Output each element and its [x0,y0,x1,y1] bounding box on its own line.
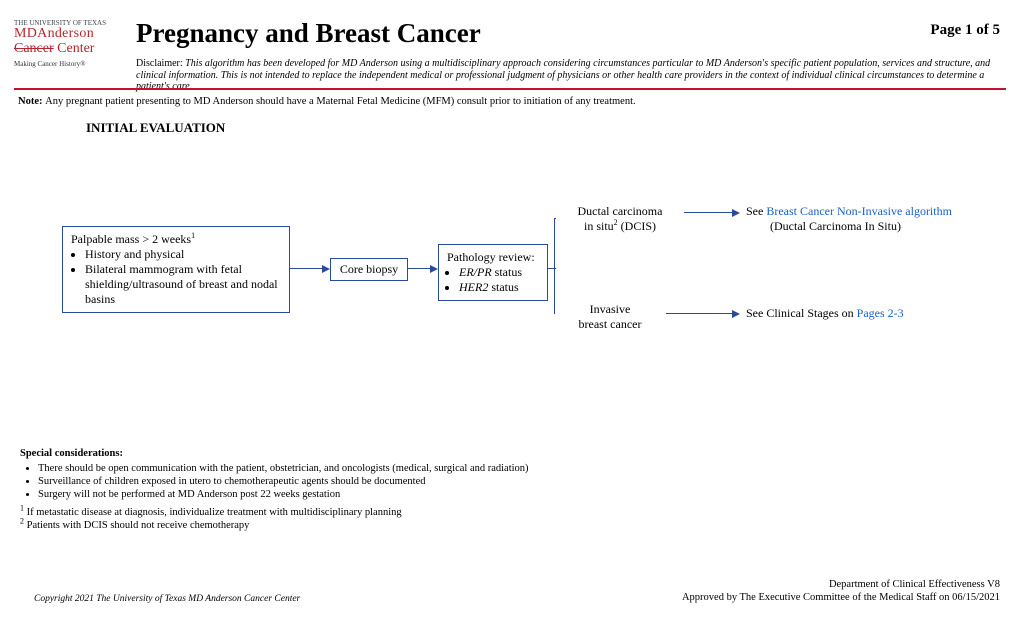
special-list: There should be open communication with … [20,462,529,501]
section-heading: INITIAL EVALUATION [86,120,225,136]
list-item: Surgery will not be performed at MD Ande… [38,488,529,501]
node-pathology-items: ER/PR status HER2 status [447,265,539,295]
note-label: Note: [18,96,45,107]
copyright: Copyright 2021 The University of Texas M… [34,594,300,604]
logo-tagline: Making Cancer History® [14,61,106,68]
list-item: Bilateral mammogram with fetal shielding… [85,262,281,307]
disclaimer-body: This algorithm has been developed for MD… [136,58,990,92]
disclaimer-label: Disclaimer: [136,58,185,69]
footnote-1: 1 If metastatic disease at diagnosis, in… [20,506,402,519]
edge [290,268,324,269]
list-item: Surveillance of children exposed in uter… [38,475,529,488]
node-pathology: Pathology review: ER/PR status HER2 stat… [438,244,548,301]
page-title: Pregnancy and Breast Cancer [136,18,481,49]
logo-block: THE UNIVERSITY OF TEXAS MDAnderson Cance… [14,20,106,68]
logo-line2: Cancer Center [14,42,106,57]
edge [554,218,556,219]
arrowhead-icon [732,310,740,318]
link-dcis-algorithm: See Breast Cancer Non-Invasive algorithm… [746,204,952,234]
arrowhead-icon [322,265,330,273]
page-number: Page 1 of 5 [930,22,1000,39]
edge [666,313,734,314]
node-initial-heading: Palpable mass > 2 weeks1 [71,232,281,247]
list-item: ER/PR status [459,265,539,280]
footnotes: 1 If metastatic disease at diagnosis, in… [20,506,402,532]
node-core-biopsy: Core biopsy [330,258,408,281]
dept-line: Department of Clinical Effectiveness V8 [829,579,1000,590]
node-invasive: Invasive breast cancer [560,302,660,332]
list-item: There should be open communication with … [38,462,529,475]
red-divider [14,88,1006,90]
logo-line1: MDAnderson [14,27,106,42]
node-initial-bullets: History and physical Bilateral mammogram… [71,247,281,307]
note-line: Note: Any pregnant patient presenting to… [18,96,636,107]
link-clinical-stages: See Clinical Stages on Pages 2-3 [746,306,904,321]
edge [684,212,734,213]
special-heading: Special considerations: [20,447,529,460]
node-pathology-heading: Pathology review: [447,250,539,265]
approved-line: Approved by The Executive Committee of t… [682,592,1000,603]
arrowhead-icon [732,209,740,217]
link-pages-2-3[interactable]: Pages 2-3 [857,306,904,320]
edge [408,268,432,269]
approval-block: Department of Clinical Effectiveness V8 … [682,578,1000,604]
footnote-2: 2 Patients with DCIS should not receive … [20,519,402,532]
node-dcis: Ductal carcinoma in situ2 (DCIS) [560,204,680,234]
special-considerations: Special considerations: There should be … [20,447,529,502]
link-noninvasive-algorithm[interactable]: Breast Cancer Non-Invasive algorithm [766,204,952,218]
edge [554,218,555,314]
node-initial-eval: Palpable mass > 2 weeks1 History and phy… [62,226,290,313]
list-item: HER2 status [459,280,539,295]
list-item: History and physical [85,247,281,262]
note-body: Any pregnant patient presenting to MD An… [45,96,636,107]
arrowhead-icon [430,265,438,273]
